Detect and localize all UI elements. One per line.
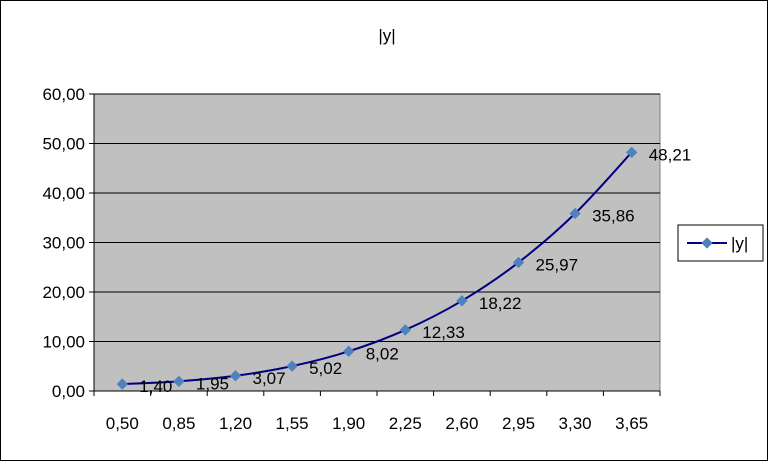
- grid-lines: [94, 93, 660, 342]
- data-point-marker: [456, 295, 468, 307]
- data-point-marker: [173, 375, 185, 388]
- data-label: 25,97: [536, 255, 579, 274]
- y-tick-label: 50,00: [42, 135, 85, 154]
- data-point-marker: [229, 370, 242, 382]
- data-point-marker: [512, 256, 525, 269]
- data-label: 1,95: [196, 374, 229, 393]
- data-point-marker: [569, 207, 581, 220]
- x-tick-label: 2,95: [502, 414, 535, 433]
- data-label: 18,22: [479, 294, 522, 313]
- y-axis-tick-labels: 0,00 10,00 20,00 30,00 40,00 50,00 60,00: [42, 85, 85, 401]
- x-tick-label: 2,25: [389, 414, 422, 433]
- data-point-marker: [626, 146, 638, 159]
- x-tick-label: 3,65: [615, 414, 648, 433]
- x-tick-label: 1,90: [332, 414, 365, 433]
- data-point-marker: [343, 345, 355, 357]
- y-tick-label: 60,00: [42, 85, 85, 104]
- data-label: 35,86: [592, 206, 635, 225]
- y-tick-label: 40,00: [42, 184, 85, 203]
- x-axis-tick-labels: 0,50 0,85 1,20 1,55 1,90 2,25 2,60 2,95 3,30 3,65: [106, 414, 648, 433]
- data-labels: 1,40 1,95 3,07 5,02 8,02 12,33 18,22 25,97 35,86…: [139, 145, 691, 396]
- data-label: 5,02: [309, 359, 342, 378]
- x-tick-label: 0,85: [162, 414, 195, 433]
- data-label: 8,02: [366, 344, 399, 363]
- data-label: 48,21: [649, 145, 692, 164]
- data-point-marker: [399, 324, 411, 336]
- series-line-path: [122, 151, 633, 386]
- axes: [89, 93, 661, 396]
- legend-marker-swatch: [701, 237, 713, 249]
- x-tick-label: 2,60: [445, 414, 478, 433]
- x-tick-label: 1,55: [276, 414, 309, 433]
- x-tick-label: 0,50: [106, 414, 139, 433]
- y-tick-label: 20,00: [42, 283, 85, 302]
- legend: |y|: [677, 224, 764, 262]
- series-line: [122, 151, 633, 386]
- data-label: 3,07: [253, 369, 286, 388]
- data-label: 12,33: [422, 323, 465, 342]
- data-label: 1,40: [139, 377, 172, 396]
- series-markers: [116, 146, 638, 390]
- chart-title: |y|: [378, 26, 395, 45]
- legend-label: |y|: [731, 234, 748, 253]
- x-tick-label: 1,20: [219, 414, 252, 433]
- data-point-marker: [286, 360, 298, 372]
- y-tick-label: 10,00: [42, 333, 85, 352]
- y-tick-label: 0,00: [52, 382, 85, 401]
- x-tick-label: 3,30: [559, 414, 592, 433]
- y-tick-label: 30,00: [42, 234, 85, 253]
